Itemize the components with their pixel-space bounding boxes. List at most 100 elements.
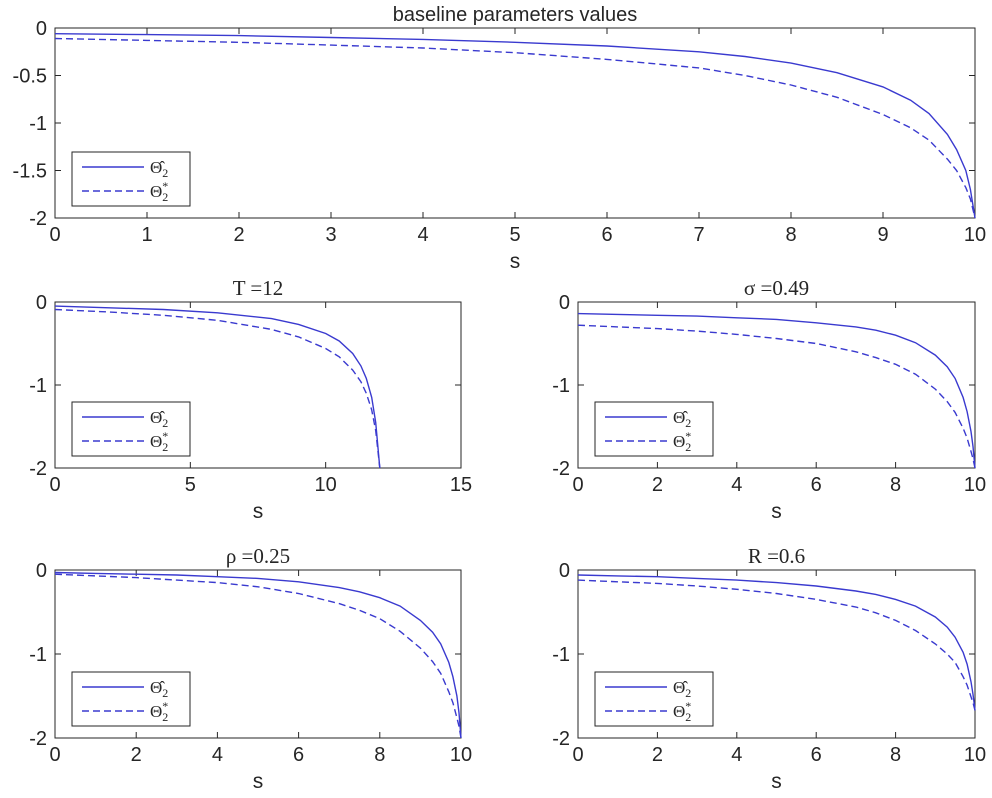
x-tick-label: 2	[652, 474, 663, 496]
x-tick-label: 8	[785, 224, 796, 246]
legend-label: Θ2*	[673, 699, 691, 724]
x-tick-label: 0	[49, 744, 60, 766]
series-line-theta2-star	[577, 579, 976, 711]
x-tick-label: 1	[141, 224, 152, 246]
legend-label: Θ2*	[150, 699, 168, 724]
x-tick-label: 10	[450, 744, 472, 766]
legend-box	[71, 401, 191, 457]
x-tick-label: 0	[572, 474, 583, 496]
x-tick-label: 2	[131, 744, 142, 766]
x-tick-label: 8	[890, 474, 901, 496]
legend-box	[71, 671, 191, 727]
y-tick-label: -2	[552, 728, 570, 750]
series-group	[577, 312, 976, 469]
x-tick-label: 10	[964, 474, 986, 496]
series-line-theta2-hat	[577, 574, 976, 711]
x-tick-label: 6	[293, 744, 304, 766]
y-tick-label: -0.5	[13, 66, 47, 88]
y-tick-label: -2	[29, 458, 47, 480]
y-tick-label: -1	[552, 644, 570, 666]
chart-title: R =0.6	[748, 544, 805, 568]
y-tick-label: -2	[29, 728, 47, 750]
axes-box	[54, 27, 976, 219]
legend-label: Θ̂2	[150, 408, 168, 430]
chart-title: σ =0.49	[744, 276, 809, 300]
x-axis-label: s	[510, 250, 521, 273]
x-tick-label: 15	[450, 474, 472, 496]
x-tick-label: 4	[417, 224, 428, 246]
series-line-theta2-hat	[577, 312, 976, 469]
chart-title: ρ =0.25	[226, 544, 290, 568]
subplot-4: 0 2 4 6 8 10 0 -1 -2 s R =0.6 Θ̂2Θ2*	[552, 544, 986, 793]
y-tick-label: -2	[552, 458, 570, 480]
series-group	[577, 574, 976, 711]
series-line-theta2-star	[54, 573, 462, 739]
legend-box	[594, 401, 714, 457]
legend: Θ̂2Θ2*	[594, 671, 714, 727]
y-tick-label: -1	[552, 375, 570, 397]
chart-title: baseline parameters values	[393, 4, 638, 26]
x-axis-label: s	[771, 770, 782, 793]
y-tick-label: -1	[29, 113, 47, 135]
y-tick-label: 0	[36, 18, 47, 40]
legend: Θ̂2Θ2*	[71, 401, 191, 457]
y-tick-label: 0	[36, 560, 47, 582]
legend-label: Θ2*	[150, 179, 168, 204]
series-line-theta2-hat	[54, 33, 976, 219]
legend-box	[71, 151, 191, 207]
subplot-3: 0 2 4 6 8 10 0 -1 -2 s ρ =0.25 Θ̂2Θ2*	[29, 544, 472, 793]
legend-box	[594, 671, 714, 727]
x-axis-label: s	[771, 500, 782, 523]
subplot-1: 0 5 10 15 0 -1 -2 s T =12 Θ̂2Θ2*	[29, 276, 472, 523]
y-tick-label: 0	[559, 292, 570, 314]
x-tick-label: 10	[964, 744, 986, 766]
x-tick-label: 10	[964, 224, 986, 246]
x-tick-label: 6	[811, 474, 822, 496]
x-tick-label: 10	[315, 474, 337, 496]
series-group	[54, 305, 381, 469]
series-group	[54, 33, 976, 219]
legend-label: Θ̂2	[673, 678, 691, 700]
x-tick-label: 2	[233, 224, 244, 246]
x-tick-label: 4	[731, 474, 742, 496]
x-tick-label: 9	[877, 224, 888, 246]
x-tick-label: 6	[601, 224, 612, 246]
x-tick-label: 3	[325, 224, 336, 246]
legend-label: Θ2*	[673, 429, 691, 454]
x-tick-label: 8	[374, 744, 385, 766]
legend-label: Θ̂2	[150, 158, 168, 180]
x-tick-label: 0	[49, 224, 60, 246]
x-tick-label: 2	[652, 744, 663, 766]
series-line-theta2-hat	[54, 305, 381, 469]
series-line-theta2-star	[577, 324, 976, 469]
y-tick-label: 0	[559, 560, 570, 582]
legend: Θ̂2Θ2*	[71, 151, 191, 207]
legend: Θ̂2Θ2*	[71, 671, 191, 727]
y-tick-label: 0	[36, 292, 47, 314]
y-tick-label: -1.5	[13, 161, 47, 183]
subplot-0: 0 1 2 3 4 5 6 7 8 9 10 0 -0.5 -1 -1.5 -2 s baseline param…	[13, 4, 987, 273]
y-tick-label: -2	[29, 208, 47, 230]
x-tick-label: 6	[811, 744, 822, 766]
x-tick-label: 4	[212, 744, 223, 766]
y-tick-label: -1	[29, 644, 47, 666]
legend-label: Θ2*	[150, 429, 168, 454]
legend: Θ̂2Θ2*	[594, 401, 714, 457]
x-tick-label: 8	[890, 744, 901, 766]
x-tick-label: 5	[509, 224, 520, 246]
x-axis-label: s	[253, 770, 264, 793]
series-line-theta2-hat	[54, 571, 462, 739]
x-tick-label: 7	[693, 224, 704, 246]
x-tick-label: 0	[49, 474, 60, 496]
series-group	[54, 571, 462, 739]
x-tick-label: 5	[185, 474, 196, 496]
legend-label: Θ̂2	[150, 678, 168, 700]
x-tick-label: 0	[572, 744, 583, 766]
x-tick-label: 4	[731, 744, 742, 766]
x-axis-label: s	[253, 500, 264, 523]
legend-label: Θ̂2	[673, 408, 691, 430]
y-tick-label: -1	[29, 375, 47, 397]
subplot-2: 0 2 4 6 8 10 0 -1 -2 s σ =0.49 Θ̂2Θ2*	[552, 276, 986, 523]
series-line-theta2-star	[54, 37, 976, 219]
